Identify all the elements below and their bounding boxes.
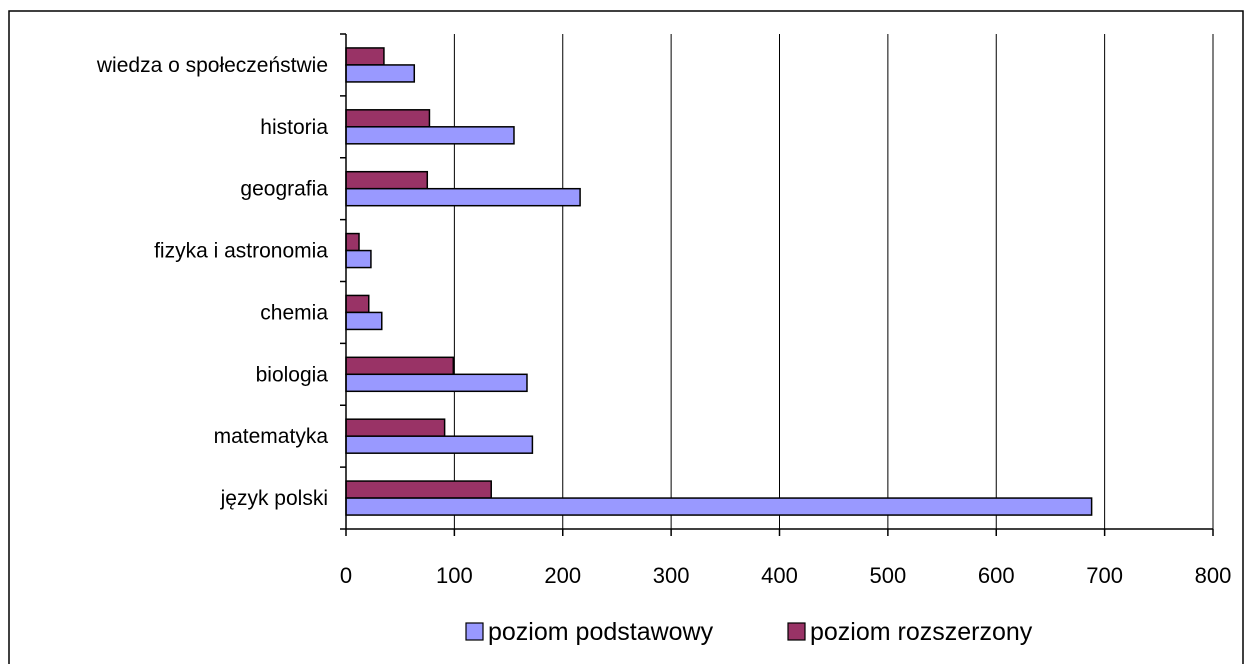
y-tick-label: wiedza o społeczeństwie (96, 54, 328, 77)
bar-poziom-rozszerzony (345, 418, 446, 437)
bar-poziom-podstawowy (345, 64, 416, 83)
bar-poziom-rozszerzony (345, 47, 385, 66)
x-tick-label: 500 (870, 563, 907, 588)
x-tick-label: 600 (978, 563, 1015, 588)
x-tick-label: 100 (436, 563, 473, 588)
bar-poziom-rozszerzony (345, 480, 492, 499)
bar-poziom-podstawowy (345, 126, 515, 145)
y-tick-label: chemia (260, 301, 328, 324)
x-tick-label: 800 (1195, 563, 1232, 588)
legend-label: poziom podstawowy (488, 618, 714, 646)
x-tick-label: 200 (544, 563, 581, 588)
x-tick-label: 0 (340, 563, 352, 588)
bar-poziom-podstawowy (345, 435, 534, 454)
x-tick-label: 700 (1086, 563, 1123, 588)
y-tick-label: fizyka i astronomia (154, 240, 328, 263)
bar-poziom-rozszerzony (345, 356, 455, 376)
x-tick-label: 300 (653, 563, 690, 588)
bar-poziom-podstawowy (345, 311, 383, 331)
legend-swatch (787, 622, 806, 641)
bar-poziom-rozszerzony (345, 232, 360, 252)
bars (345, 47, 1093, 516)
bar-poziom-podstawowy (345, 497, 1093, 516)
y-tick-label: język polski (220, 487, 328, 510)
bar-poziom-rozszerzony (345, 170, 429, 190)
y-tick-label: matematyka (214, 425, 329, 448)
legend: poziom podstawowy poziom rozszerzony (465, 618, 1033, 646)
gridlines (453, 34, 1214, 529)
chart-border (8, 10, 1244, 664)
y-tick-label: geografia (240, 178, 328, 201)
bar-poziom-podstawowy (345, 187, 581, 207)
bar-poziom-podstawowy (345, 249, 372, 269)
bar-poziom-rozszerzony (345, 294, 370, 314)
bar-poziom-podstawowy (345, 373, 528, 393)
x-tick-label: 400 (761, 563, 798, 588)
bar-poziom-rozszerzony (345, 109, 431, 128)
legend-swatch (465, 622, 484, 641)
y-tick-label: biologia (256, 363, 329, 386)
axes: język polski matematyka biologia chemia fizy… (96, 33, 1232, 588)
legend-label: poziom rozszerzony (810, 618, 1033, 646)
y-tick-label: historia (260, 116, 328, 139)
